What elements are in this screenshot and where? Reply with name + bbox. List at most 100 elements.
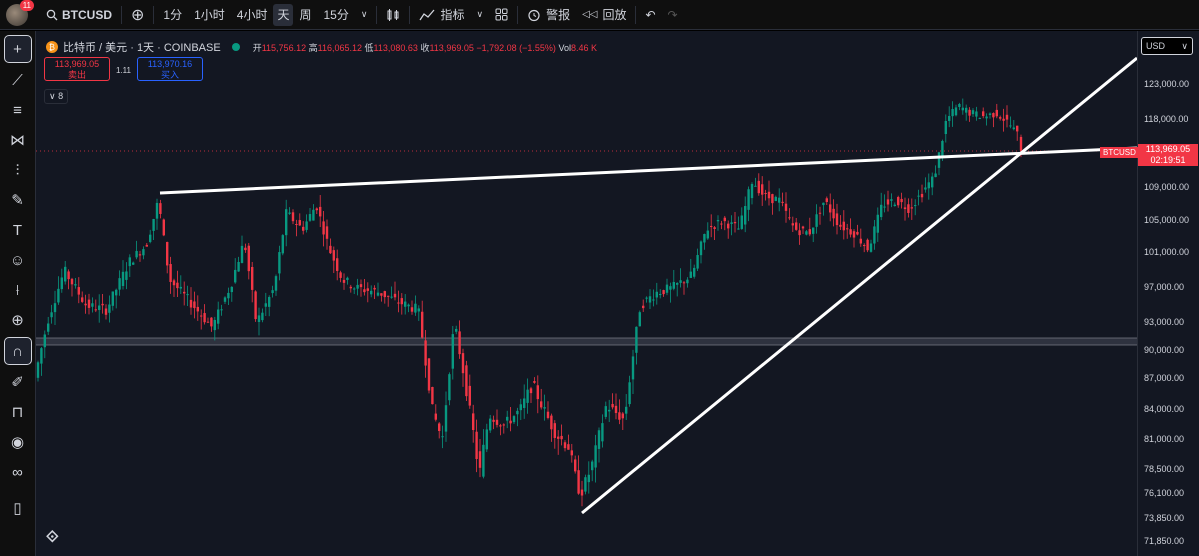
candle-body — [482, 444, 485, 477]
candle-body — [60, 277, 63, 290]
indicators-button[interactable]: 指标 — [413, 0, 470, 30]
candle-body — [563, 442, 567, 449]
bitcoin-icon: ₿ — [46, 41, 58, 53]
interval-1d[interactable]: 天 — [273, 3, 294, 26]
alert-button[interactable]: 警报 — [521, 0, 576, 30]
projection-tool[interactable]: ⫶ — [5, 157, 31, 183]
link-tool[interactable]: ∞ — [5, 459, 31, 485]
interval-4h[interactable]: 4小时 — [236, 8, 268, 22]
candle-body — [200, 315, 203, 317]
buy-button[interactable]: 113,970.16 买入 — [137, 57, 203, 81]
candle-body — [274, 276, 278, 291]
indicators-dropdown-chevron-icon[interactable]: ∨ — [476, 9, 484, 19]
lock-drawing-tool[interactable]: ✐ — [5, 369, 31, 395]
price-axis[interactable]: USD ∨ 123,000.00 118,000.00 109,000.00 105,… — [1100, 31, 1199, 556]
alarm-clock-icon — [528, 9, 540, 21]
fib-tool[interactable]: ≡ — [5, 97, 31, 123]
candle-body — [665, 284, 669, 293]
candle-body — [223, 297, 227, 302]
price-chart[interactable]: ₿ 比特币 / 美元 · 1天 · COINBASE 开115,756.12 高… — [36, 31, 1137, 556]
delete-tool[interactable]: ▯ — [5, 495, 31, 521]
candle-body — [424, 340, 427, 366]
sell-price: 113,969.05 — [54, 59, 100, 69]
interval-1h[interactable]: 1小时 — [194, 8, 225, 22]
symbol-search[interactable]: BTCUSD — [40, 0, 118, 30]
candle-body — [774, 196, 777, 201]
candle-body — [431, 386, 434, 405]
sell-button[interactable]: 113,969.05 卖出 — [44, 57, 110, 81]
candle-body — [319, 206, 322, 217]
candle-body — [135, 250, 138, 258]
candle-body — [264, 303, 267, 307]
pattern-tool[interactable]: ⋈ — [5, 127, 31, 153]
add-symbol-button[interactable]: ⊕ — [131, 6, 145, 24]
chart-type-button[interactable] — [380, 0, 406, 30]
currency-select[interactable]: USD ∨ — [1141, 37, 1193, 55]
crosshair-tool[interactable]: + — [3, 35, 32, 63]
magnet-tool[interactable]: ∩ — [3, 337, 32, 365]
last-price-tag: BTCUSD 113,969.05 02:19:51 — [1100, 144, 1198, 166]
rewind-icon: ◁◁ — [582, 9, 598, 20]
candle-body — [302, 226, 305, 231]
sell-label: 卖出 — [67, 70, 86, 80]
interval-15m[interactable]: 15分 — [323, 8, 349, 22]
avatar[interactable]: 11 — [6, 0, 34, 26]
interval-dropdown-chevron-icon[interactable]: ∨ — [360, 9, 368, 19]
candle-body — [227, 292, 230, 299]
lock-tool[interactable]: ⊓ — [5, 399, 31, 425]
text-icon: T — [12, 221, 23, 239]
interval-1m[interactable]: 1分 — [163, 8, 183, 22]
candle-body — [77, 287, 80, 295]
redo-button[interactable]: ↷ — [662, 0, 684, 30]
spread-value: 1.11 — [116, 66, 131, 75]
last-price-box: 113,969.05 02:19:51 — [1138, 144, 1198, 166]
candle-body — [261, 312, 264, 321]
candle-body — [308, 214, 312, 221]
candle-body — [676, 282, 679, 285]
candle-body — [978, 117, 981, 119]
candle-body — [404, 301, 407, 307]
undo-button[interactable]: ↶ — [639, 0, 661, 30]
candle-body — [580, 489, 584, 496]
candle-body — [125, 271, 128, 280]
visibility-tool[interactable]: ◉ — [5, 429, 31, 455]
layouts-button[interactable] — [489, 0, 514, 30]
candle-body — [985, 116, 988, 119]
candlestick-chart[interactable] — [36, 31, 1137, 556]
candle-body — [628, 382, 631, 405]
candle-body — [53, 303, 57, 313]
ruler-tool[interactable]: ⟊ — [5, 277, 31, 303]
candle-body — [506, 416, 509, 421]
candle-body — [995, 109, 998, 117]
zoom-tool[interactable]: ⊕ — [5, 307, 31, 333]
price-tick-label: 76,100.00 — [1144, 488, 1185, 498]
divider — [517, 5, 519, 24]
candle-body — [747, 189, 750, 210]
trendline-icon: ⟋ — [12, 71, 23, 89]
price-tick-label: 109,000.00 — [1144, 182, 1190, 192]
candle-body — [699, 241, 703, 256]
candle-body — [988, 113, 992, 115]
text-tool[interactable]: T — [5, 217, 31, 243]
candle-body — [383, 291, 386, 298]
candle-body — [438, 423, 441, 432]
pattern-icon: ⋈ — [10, 132, 25, 149]
candle-body — [325, 226, 329, 239]
lock-drawing-icon: ✐ — [11, 374, 24, 391]
candle-body — [213, 319, 216, 331]
candle-body — [625, 406, 628, 414]
brush-tool[interactable]: ✎ — [5, 187, 31, 213]
emoji-tool[interactable]: ☺ — [5, 247, 31, 273]
candle-body — [621, 413, 624, 419]
candle-body — [907, 204, 910, 213]
candle-body — [434, 413, 437, 420]
trendline-tool[interactable]: ⟋ — [5, 67, 31, 93]
candle-body — [1019, 136, 1023, 151]
indicators-collapse-button[interactable]: ∨ 8 — [44, 89, 69, 104]
interval-1w[interactable]: 周 — [299, 8, 312, 22]
replay-button[interactable]: ◁◁ 回放 — [576, 0, 632, 30]
candle-body — [410, 307, 414, 312]
candle-body — [710, 225, 713, 227]
candle-body — [121, 271, 125, 286]
candle-body — [237, 261, 240, 272]
